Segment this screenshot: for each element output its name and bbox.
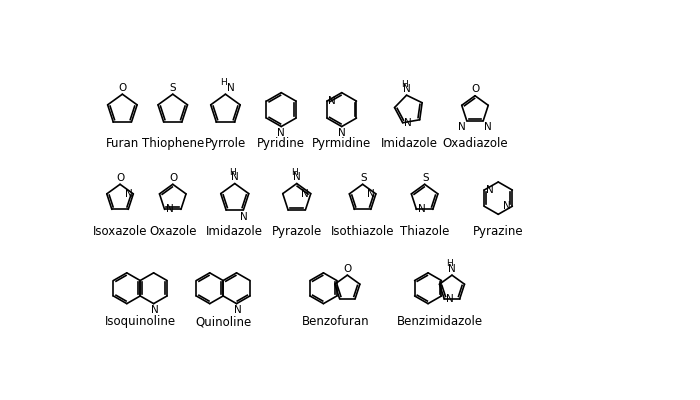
Text: Thiazole: Thiazole (400, 225, 449, 238)
Text: Pyrmidine: Pyrmidine (312, 136, 371, 150)
Text: N: N (239, 212, 247, 222)
Text: Isoxazole: Isoxazole (93, 225, 147, 238)
Text: N: N (367, 189, 374, 199)
Text: N: N (458, 122, 466, 132)
Text: H: H (291, 168, 298, 177)
Text: H: H (447, 259, 453, 268)
Text: N: N (151, 305, 159, 315)
Text: N: N (503, 201, 511, 211)
Text: Thiophene: Thiophene (141, 136, 204, 150)
Text: H: H (401, 80, 407, 89)
Text: Oxadiazole: Oxadiazole (442, 136, 507, 150)
Text: N: N (227, 83, 235, 93)
Text: Quinoline: Quinoline (195, 315, 251, 328)
Text: S: S (169, 83, 176, 93)
Text: Oxazole: Oxazole (149, 225, 197, 238)
Text: N: N (277, 128, 285, 138)
Text: Imidazole: Imidazole (381, 136, 438, 150)
Text: N: N (484, 122, 491, 132)
Text: Benzimidazole: Benzimidazole (397, 315, 483, 328)
Text: Furan: Furan (106, 136, 139, 150)
Text: Pyridine: Pyridine (258, 136, 305, 150)
Text: O: O (343, 264, 351, 274)
Text: H: H (220, 78, 227, 87)
Text: O: O (169, 173, 178, 183)
Text: Pyrazine: Pyrazine (473, 225, 524, 238)
Text: S: S (422, 173, 428, 183)
Text: N: N (328, 96, 336, 106)
Text: N: N (446, 294, 454, 304)
Text: O: O (118, 83, 127, 93)
Text: O: O (471, 84, 479, 94)
Text: N: N (402, 84, 410, 94)
Text: N: N (125, 189, 132, 199)
Text: O: O (117, 173, 125, 183)
Text: Imidazole: Imidazole (206, 225, 263, 238)
Text: N: N (301, 189, 309, 199)
Text: Pyrrole: Pyrrole (205, 136, 246, 150)
Text: N: N (231, 172, 239, 182)
Text: N: N (338, 128, 346, 138)
Text: N: N (293, 172, 300, 182)
Text: S: S (360, 173, 367, 183)
Text: N: N (234, 305, 242, 315)
Text: N: N (418, 204, 426, 214)
Text: Benzofuran: Benzofuran (302, 315, 370, 328)
Text: N: N (404, 118, 412, 128)
Text: Pyrazole: Pyrazole (272, 225, 322, 238)
Text: N: N (166, 204, 174, 214)
Text: N: N (448, 264, 456, 274)
Text: Isoquinoline: Isoquinoline (104, 315, 176, 328)
Text: Isothiazole: Isothiazole (331, 225, 394, 238)
Text: N: N (486, 185, 493, 195)
Text: H: H (229, 168, 236, 177)
